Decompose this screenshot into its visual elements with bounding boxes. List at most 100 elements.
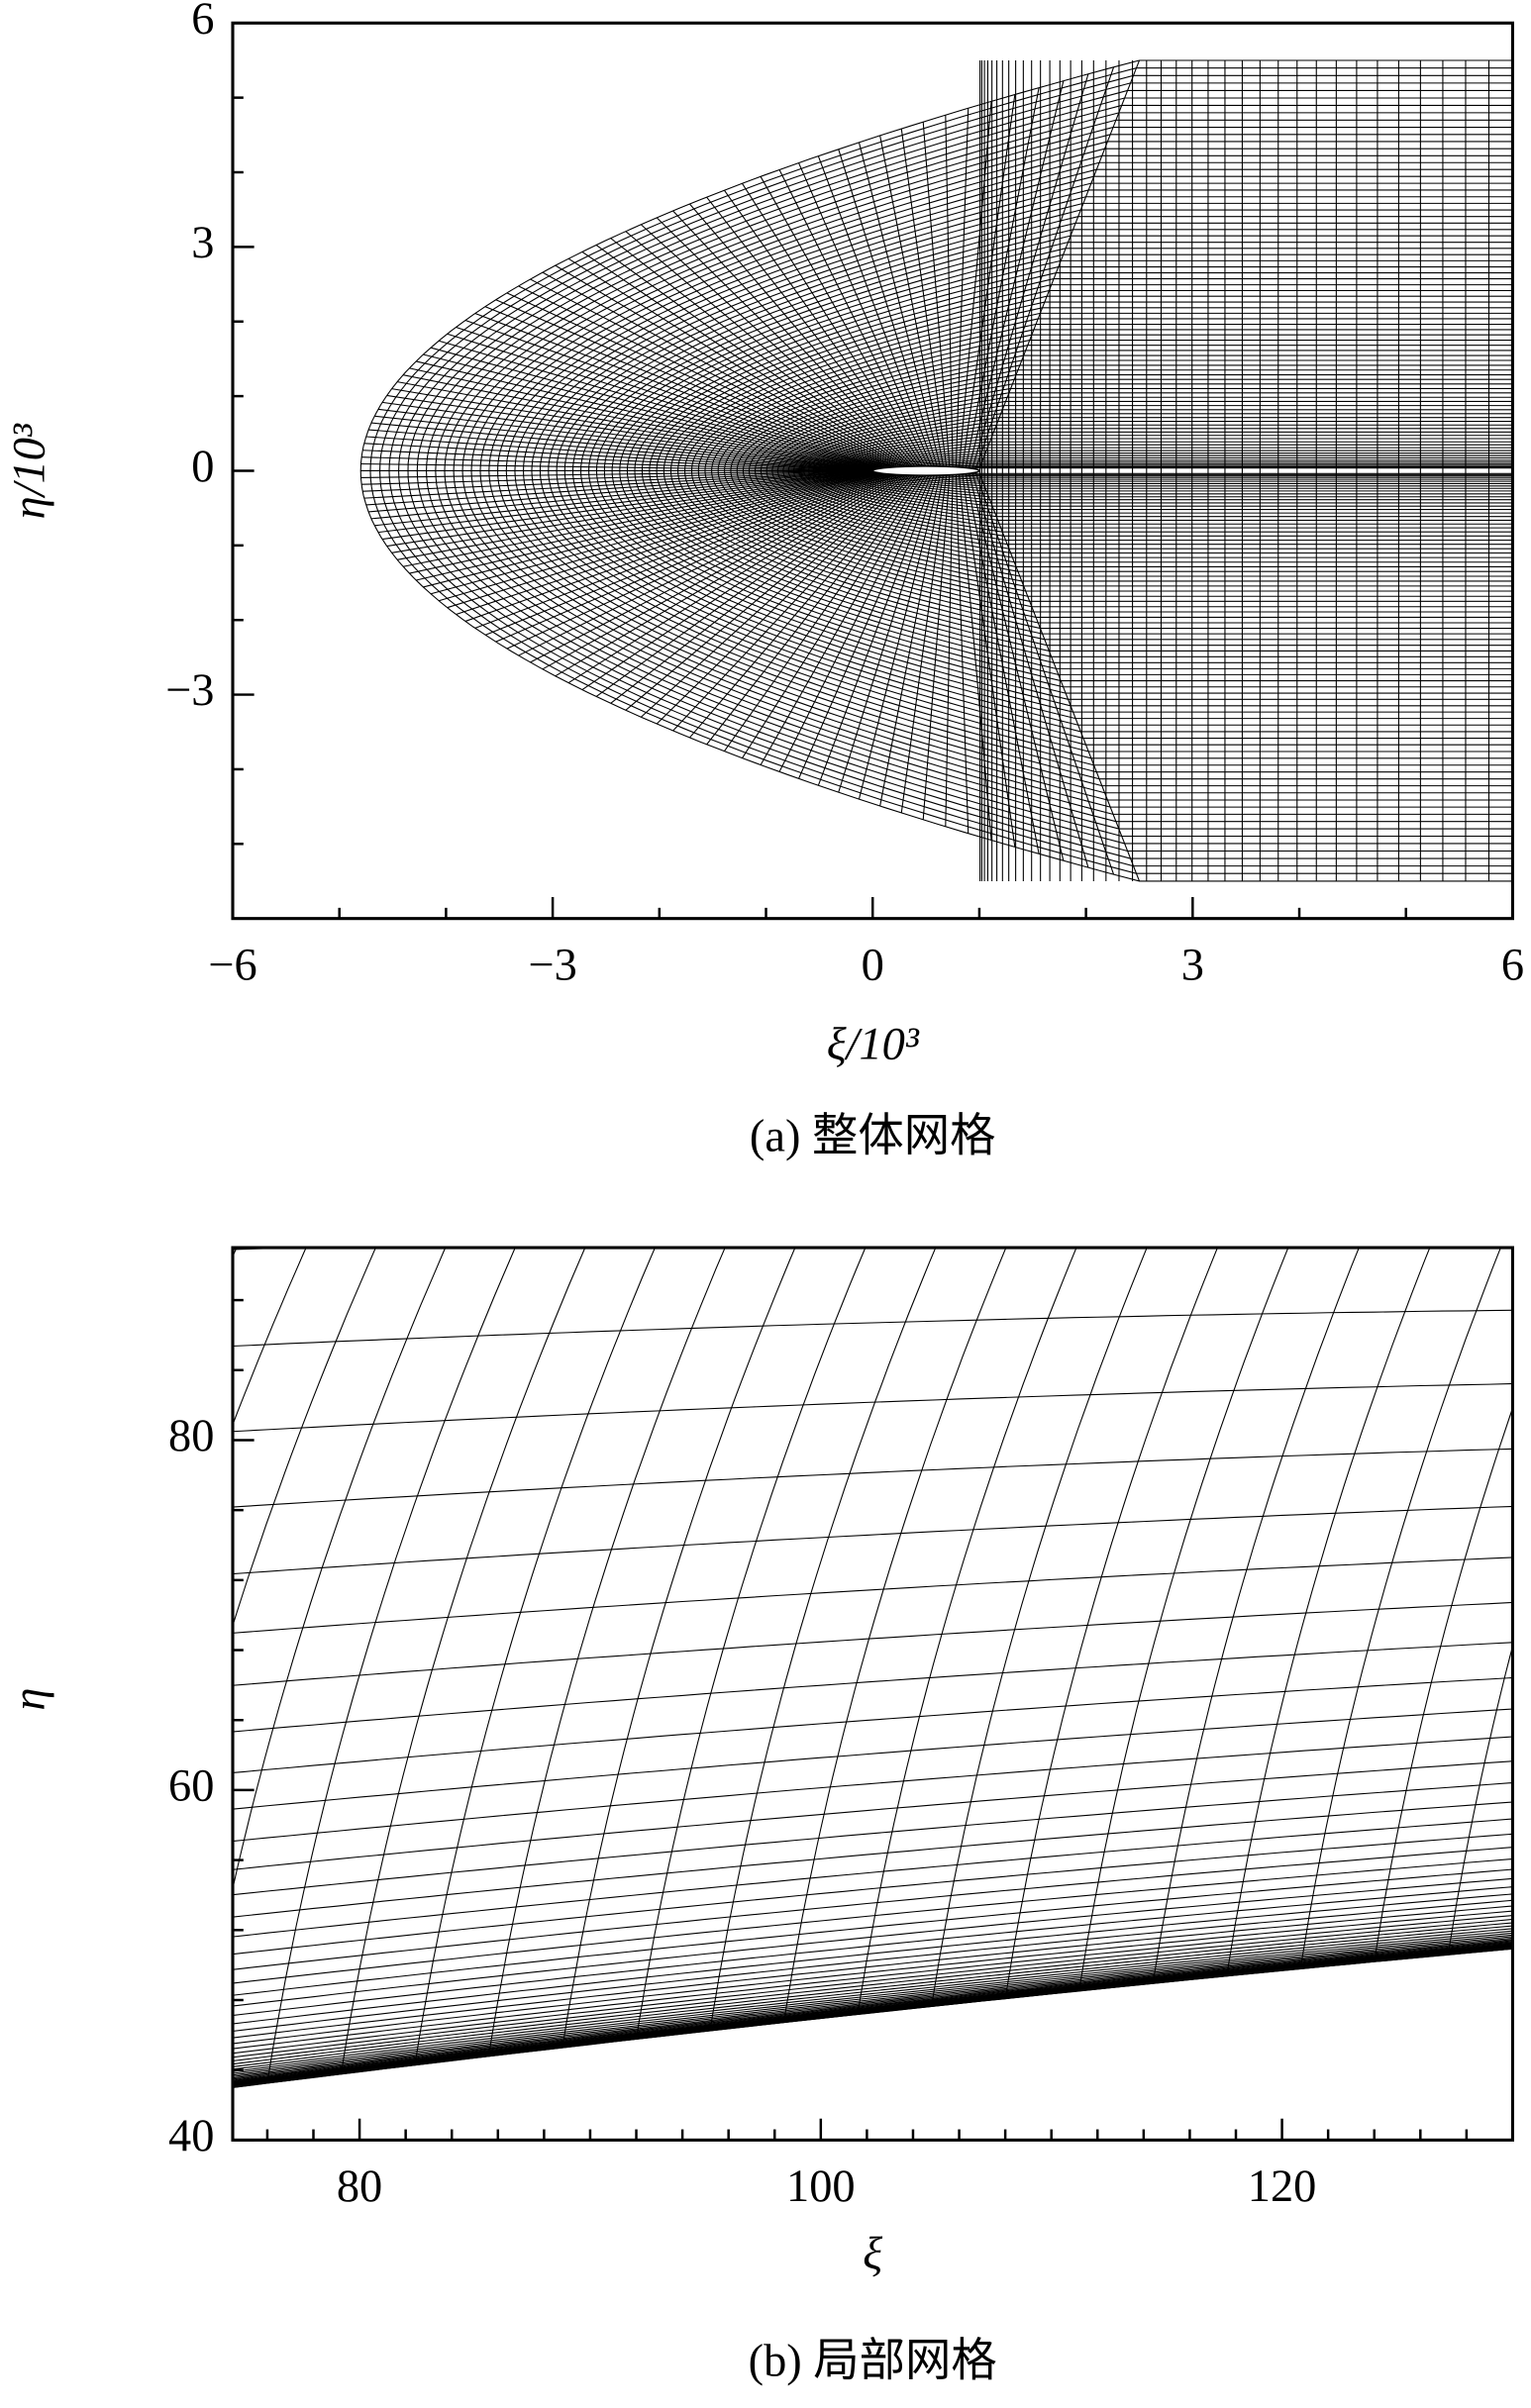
mesh-line [474,313,889,471]
mesh-line [370,422,874,471]
caption: (a) 整体网格 [750,1111,996,1161]
mesh-line [232,1915,1513,2050]
mesh-line [656,217,914,470]
mesh-line [232,1936,1513,2074]
x-tick-label: 80 [337,2161,382,2212]
mesh-line [363,443,873,471]
mesh-line [360,462,873,472]
y-tick-label: 80 [168,1411,214,1461]
mesh-line [610,238,908,470]
mesh-line [561,1248,796,2049]
mesh-line [232,1905,1513,2039]
mesh-line [506,470,893,650]
mesh-line [542,271,898,470]
mesh-line [266,1248,516,2084]
mesh-line [955,108,970,469]
mesh-line [232,1248,238,1258]
mesh-line [817,155,936,469]
mesh-line [232,1760,1513,1870]
mesh-line [484,470,890,636]
mesh-line [518,471,895,656]
mesh-line [625,471,910,711]
y-tick-label: 6 [191,0,214,45]
mesh-line [232,1448,1513,1508]
mesh-line [232,1382,1513,1433]
mesh-line [955,472,970,834]
mesh-line [232,1857,1513,1984]
mesh-line [232,1642,1513,1733]
mesh-line [922,122,951,469]
mesh-line [232,1925,1513,2061]
mesh-line [530,471,896,663]
mesh-line [858,472,942,800]
x-axis-label: ξ/10³ [827,1020,920,1070]
mesh-line [362,450,873,471]
mesh-line [1152,1248,1360,1984]
mesh-line [0,1081,247,2131]
mesh-line [340,1248,586,2074]
mesh-line [232,1937,1513,2076]
mesh-line [838,149,939,469]
mesh-line [464,319,887,471]
mesh-line [397,470,878,560]
mesh-line [361,469,873,485]
mesh-line [838,472,939,793]
mesh-line [232,1676,1513,1773]
mesh-line [232,1899,1513,2033]
mesh-line [232,1248,307,1251]
mesh-line [232,1940,1513,2079]
mesh-line [706,471,921,746]
plot-frame [231,1246,1514,2142]
mesh-line [409,470,880,574]
mesh-line [232,1939,1513,2077]
mesh-line [474,470,889,629]
y-tick-label: 60 [168,1761,214,1812]
mesh-line [232,1248,447,1891]
mesh-line [495,470,892,643]
mesh-line [414,1248,657,2065]
x-tick-label: 120 [1248,2161,1317,2212]
mesh-line [518,285,895,470]
mesh-line [232,1922,1513,2058]
mesh-line [640,224,912,470]
x-tick-label: 0 [862,940,884,990]
mesh-line [447,333,885,471]
mesh-line [391,388,877,471]
mesh-line [625,231,910,470]
mesh-line [555,264,900,470]
mesh-line [391,470,877,553]
mesh-line [581,471,904,690]
mesh-line [506,292,893,471]
mesh-line [374,470,875,527]
mesh-line [402,470,879,567]
mesh-line [1447,1644,1513,1956]
mesh-line [377,408,875,471]
mesh-line [232,1930,1513,2067]
mesh-area [0,1081,1513,2131]
mesh-line [567,471,902,684]
x-axis-label: ξ [863,2229,882,2279]
mesh-line [689,203,919,470]
mesh-line [232,1736,1513,1843]
y-tick-label: 0 [191,442,214,492]
body [871,465,980,476]
mesh-line [945,472,954,827]
mesh-line [456,470,886,615]
mesh-line [232,1934,1513,2072]
mesh-line [817,471,936,786]
mesh-line [368,429,874,471]
mesh-line [438,470,884,602]
mesh-line [581,251,904,470]
mesh-line [386,394,876,471]
mesh-line [363,470,873,499]
mesh-line [778,169,931,470]
mesh-line [423,353,882,471]
mesh-line [922,472,951,820]
mesh-line [397,381,878,471]
mesh-line [232,1945,1513,2084]
y-tick-label: −3 [165,665,214,716]
mesh-line [365,436,874,471]
mesh-line [232,1944,1513,2084]
mesh-line [232,1943,1513,2083]
